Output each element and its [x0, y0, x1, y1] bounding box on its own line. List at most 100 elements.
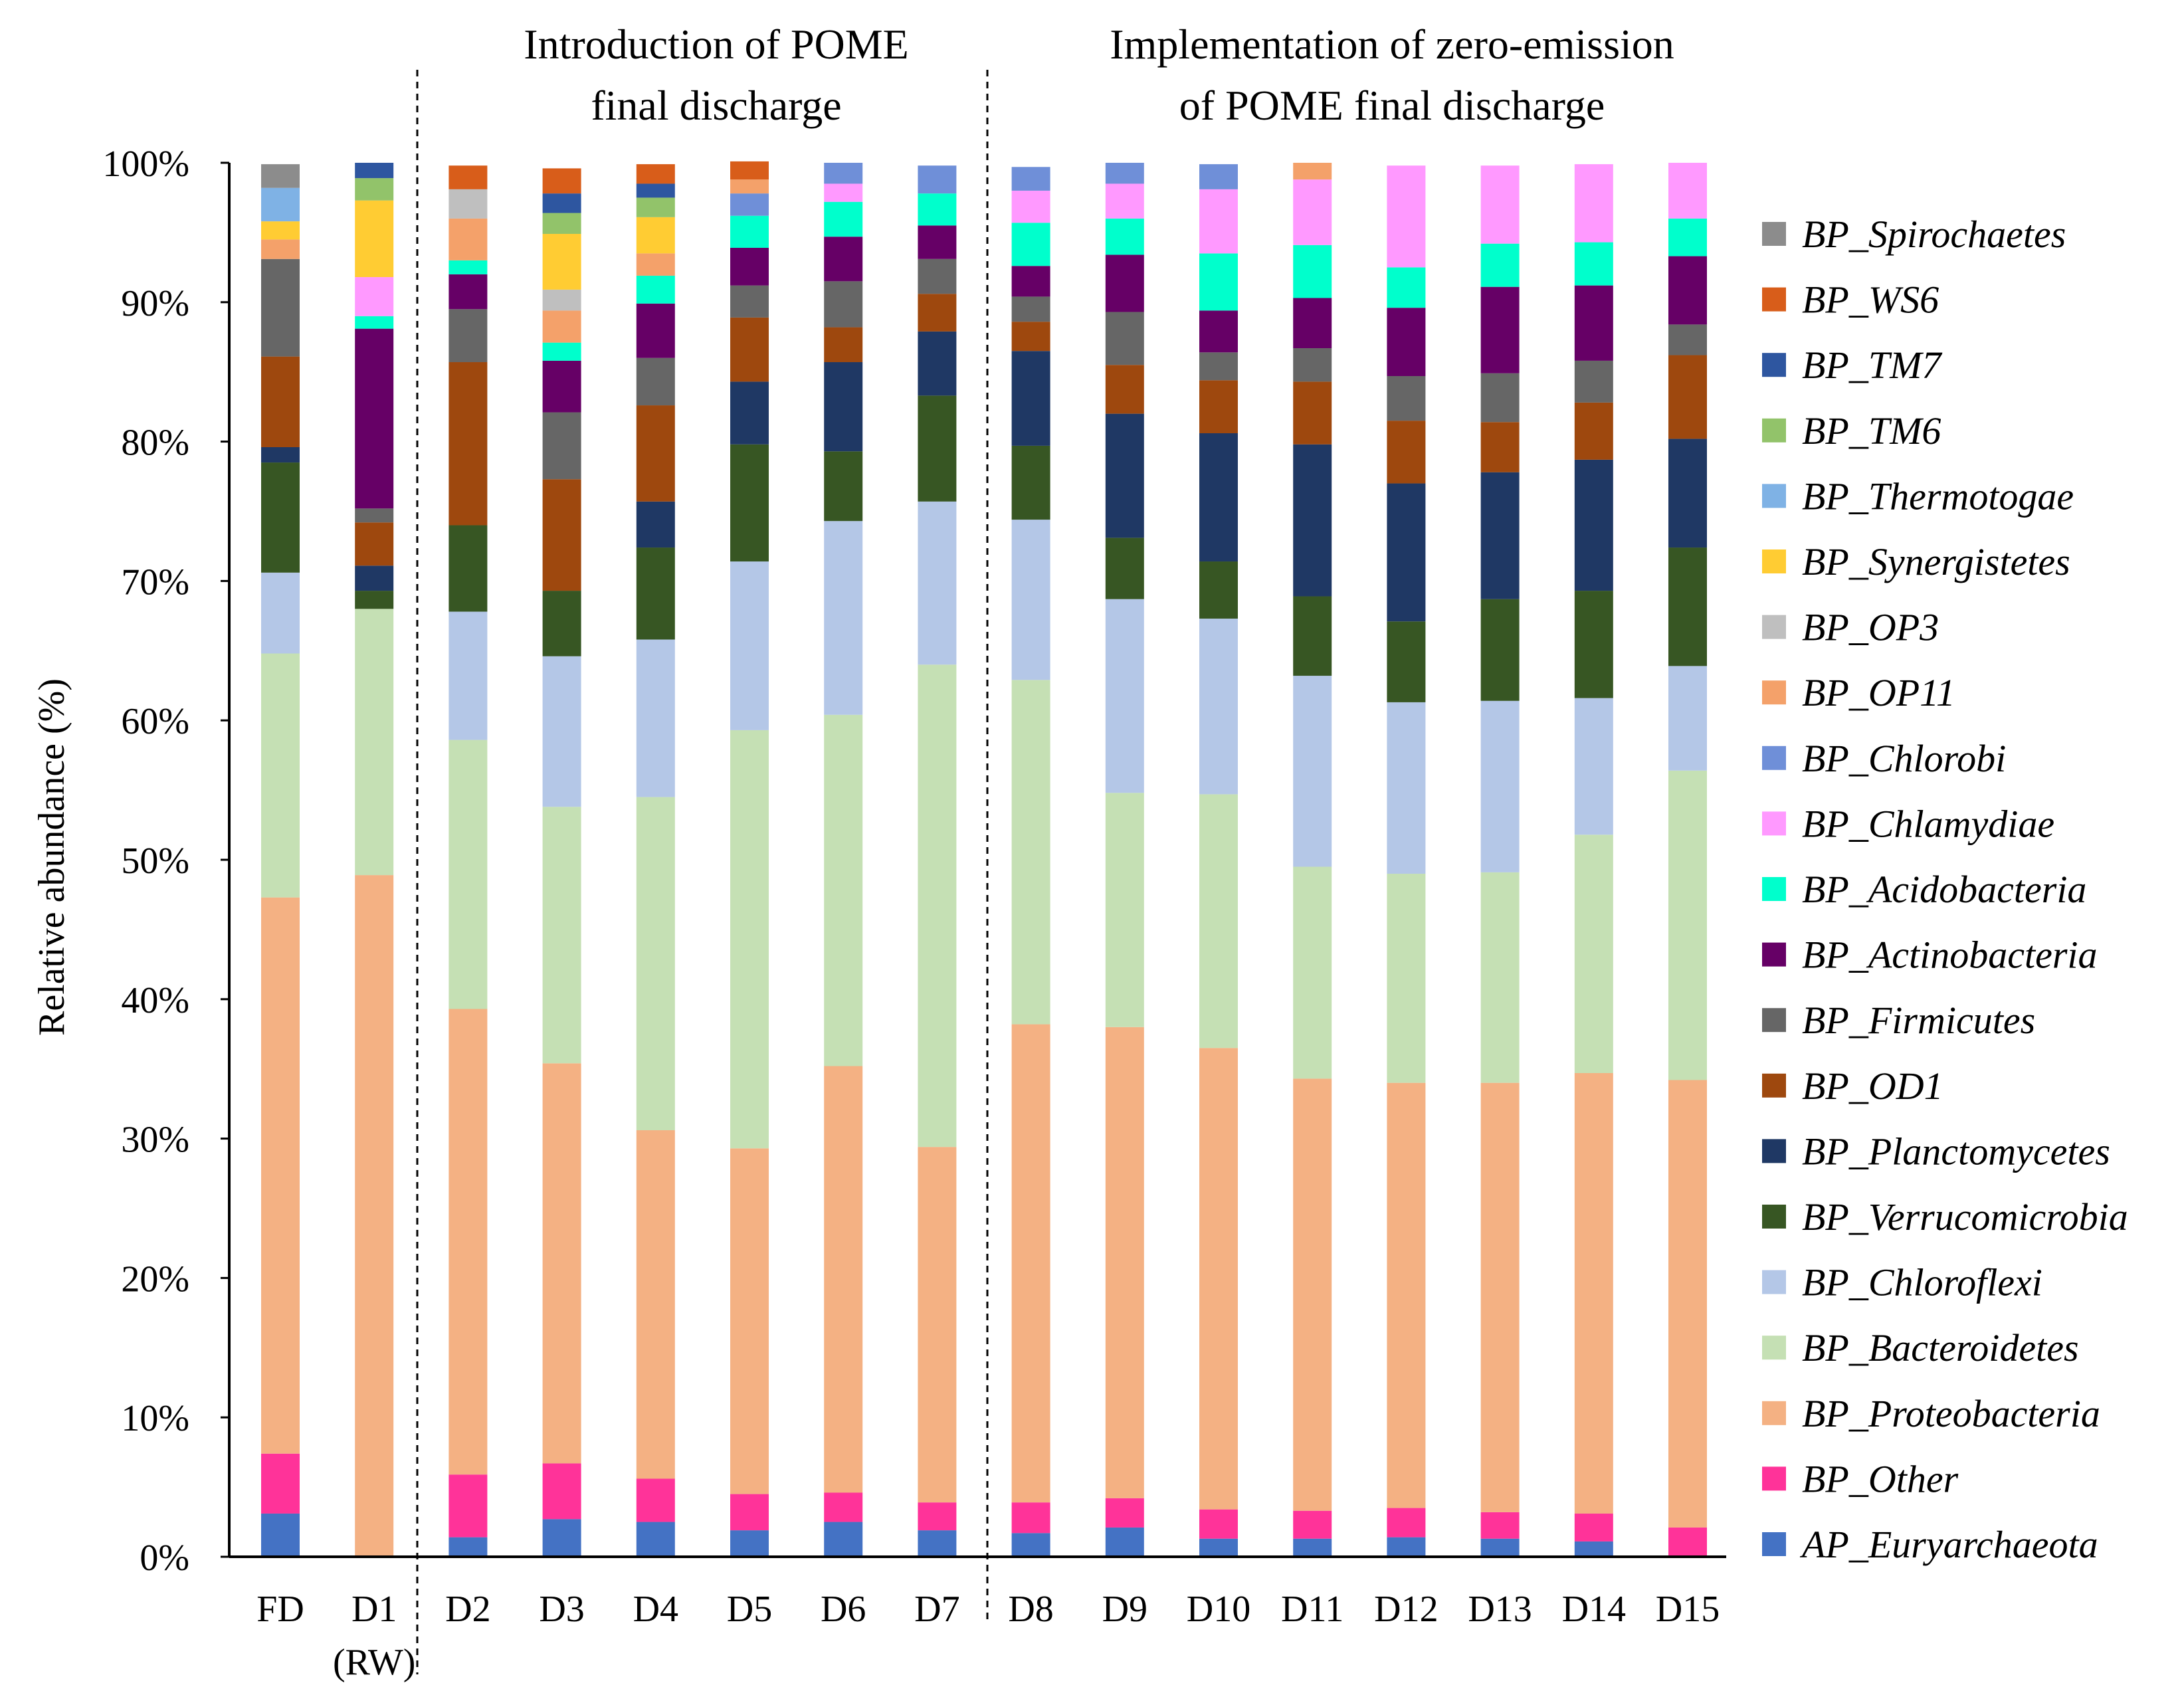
bar-segment: [261, 572, 300, 654]
legend-label: BP_Proteobacteria: [1802, 1392, 2100, 1435]
bar-segment: [355, 328, 394, 509]
legend-label: AP_Euryarchaeota: [1799, 1523, 2098, 1566]
bar-segment: [542, 213, 581, 234]
bar-segment: [542, 656, 581, 807]
bar-segment: [261, 653, 300, 898]
bar-segment: [1293, 245, 1332, 298]
bar-segment: [1293, 179, 1332, 245]
bar-segment: [1011, 1533, 1050, 1557]
bar-segment: [1668, 666, 1707, 771]
legend-label: BP_Chlorobi: [1802, 737, 2006, 780]
y-tick-labels: 0% 10% 20% 30% 40% 50% 60% 70% 80% 90% 100%: [102, 144, 229, 1579]
bar-segment: [1574, 1513, 1613, 1541]
bar-segment: [1293, 596, 1332, 676]
bar-segment: [1105, 1498, 1144, 1528]
bar-segment: [1199, 164, 1238, 189]
bar-segment: [1011, 1502, 1050, 1534]
bar-segment: [1480, 373, 1520, 423]
y-tick-label: 10%: [121, 1398, 189, 1439]
bar-segment: [730, 381, 769, 445]
bar-segment: [261, 1453, 300, 1514]
bar-segment: [1668, 439, 1707, 548]
section-title-2-line1: Implementation of zero-emission: [1110, 21, 1674, 68]
legend: BP_Spirochaetes BP_WS6 BP_TM7 BP_TM6 BP_Ther…: [1762, 213, 2128, 1566]
y-tick-label: 100%: [102, 144, 189, 185]
bar-segment: [542, 1519, 581, 1557]
bar-segment: [730, 193, 769, 216]
bar-segment: [1199, 380, 1238, 434]
bar-segment: [918, 395, 957, 502]
bar-segment: [1199, 1538, 1238, 1557]
x-tick-label: D11: [1281, 1589, 1343, 1630]
bar-segment: [636, 501, 675, 548]
legend-swatch: [1762, 942, 1786, 967]
x-tick-label: D15: [1656, 1589, 1720, 1630]
bar-segment: [1668, 324, 1707, 355]
bar-segment: [1668, 218, 1707, 256]
bar-segment: [1480, 1082, 1520, 1512]
bar-segment: [355, 565, 394, 591]
legend-label: BP_Spirochaetes: [1802, 213, 2066, 256]
bar-segment: [261, 258, 300, 357]
bar-segment: [730, 317, 769, 382]
bar-segment: [1574, 1072, 1613, 1514]
bar-segment: [1480, 165, 1520, 244]
bar-segment: [1574, 164, 1613, 243]
bar-segment: [542, 1463, 581, 1520]
bar-segment: [542, 233, 581, 290]
bar-segment: [542, 479, 581, 591]
bar-segment: [448, 165, 488, 189]
bar-segment: [1387, 165, 1426, 268]
bar-segment: [636, 253, 675, 276]
x-tick-label: D10: [1187, 1589, 1250, 1630]
bar-segment: [1105, 365, 1144, 414]
bar-segment: [542, 168, 581, 194]
x-tick-label: D7: [914, 1589, 959, 1630]
bar-segment: [1105, 599, 1144, 793]
bar-segment: [448, 1009, 488, 1475]
bar-segment: [824, 714, 863, 1066]
bar-segment: [1011, 351, 1050, 446]
y-tick-label: 40%: [121, 980, 189, 1021]
bar-segment: [1293, 676, 1332, 867]
bar-segment: [448, 309, 488, 363]
bar-segment: [1480, 700, 1520, 872]
bar-segment: [824, 1492, 863, 1522]
legend-swatch: [1762, 1336, 1786, 1360]
bar-segment: [1574, 360, 1613, 403]
bar-segment: [1387, 702, 1426, 874]
bar-segment: [636, 547, 675, 640]
bar-segment: [1480, 872, 1520, 1083]
bar-segment: [1574, 591, 1613, 698]
bar-segment: [355, 875, 394, 1557]
bar-segment: [1105, 1527, 1144, 1557]
bar-segment: [636, 197, 675, 217]
bar-segment: [1293, 1538, 1332, 1557]
legend-swatch: [1762, 353, 1786, 377]
bar-segment: [824, 183, 863, 202]
bar-segment: [636, 275, 675, 304]
bar-segment: [824, 1066, 863, 1493]
x-tick-label: D9: [1102, 1589, 1147, 1630]
bar-segment: [824, 521, 863, 715]
bar-segment: [824, 1522, 863, 1557]
bar-segment: [1293, 1510, 1332, 1539]
bar-segment: [448, 1537, 488, 1557]
x-tick-label: FD: [256, 1589, 304, 1630]
bar-segment: [261, 221, 300, 240]
bar-segment: [1387, 1537, 1426, 1557]
legend-swatch: [1762, 745, 1786, 770]
bar-segment: [1105, 163, 1144, 184]
bar-segment: [1480, 243, 1520, 287]
legend-swatch: [1762, 1270, 1786, 1294]
y-axis-label: Relative abundance (%): [31, 678, 72, 1036]
bar-segment: [918, 1502, 957, 1531]
bar-segment: [1105, 218, 1144, 255]
bar-segment: [918, 501, 957, 665]
bar-segment: [261, 187, 300, 222]
legend-label: BP_Acidobacteria: [1802, 868, 2086, 911]
bar-segment: [1199, 253, 1238, 311]
bar-segment: [636, 1478, 675, 1522]
bar-segment: [730, 1530, 769, 1557]
bar-segment: [1011, 445, 1050, 520]
